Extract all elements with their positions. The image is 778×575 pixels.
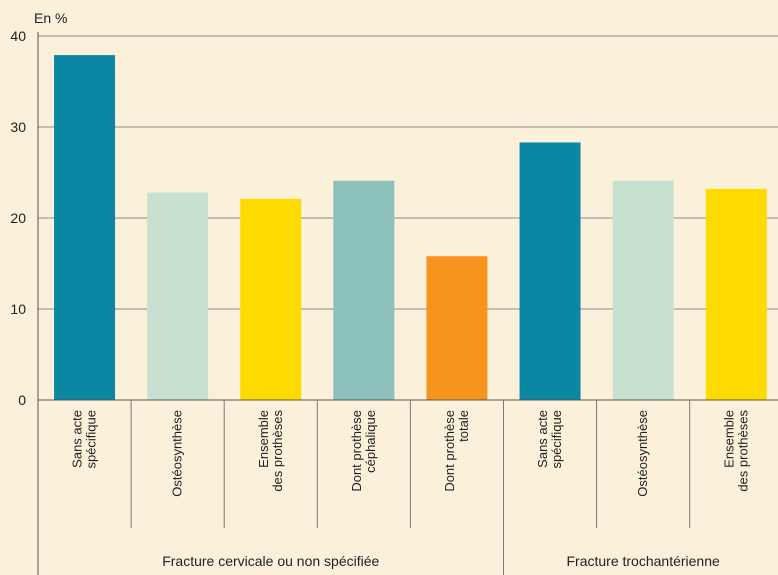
bar [612,180,674,400]
category-label: Ensemble [256,410,271,468]
category-label: spécifique [84,410,99,469]
bar [240,198,302,400]
category-label: Ostéosynthèse [170,410,185,497]
category-label: Sans acte [535,410,550,468]
bar [519,142,581,400]
y-tick-label: 10 [10,301,26,317]
bar [426,256,488,400]
category-labels: Sans acte spécifique Ostéosynthèse Ensemble… [70,410,751,569]
group-label: Fracture trochantérienne [566,553,720,569]
bars [54,55,767,401]
category-label: totale [456,410,471,442]
y-tick-label: 40 [10,28,26,44]
category-label: Ostéosynthèse [635,410,650,497]
axes: 0 10 20 30 40 [10,28,778,575]
category-label: céphalique [363,410,378,473]
category-label: des prothèses [270,410,285,492]
category-label: des prothèses [735,410,750,492]
y-axis-unit-label: En % [34,10,67,26]
category-label: spécifique [549,410,564,469]
y-tick-label: 0 [18,392,26,408]
bar [705,188,767,400]
category-label: Sans acte [70,410,85,468]
bar [54,55,116,401]
bar [333,180,395,400]
category-label: Ensemble [721,410,736,468]
category-label: Dont prothèse [442,410,457,492]
y-tick-label: 20 [10,210,26,226]
y-tick-label: 30 [10,119,26,135]
group-label: Fracture cervicale ou non spécifiée [162,553,379,569]
bar [147,192,209,400]
category-label: Dont prothèse [349,410,364,492]
